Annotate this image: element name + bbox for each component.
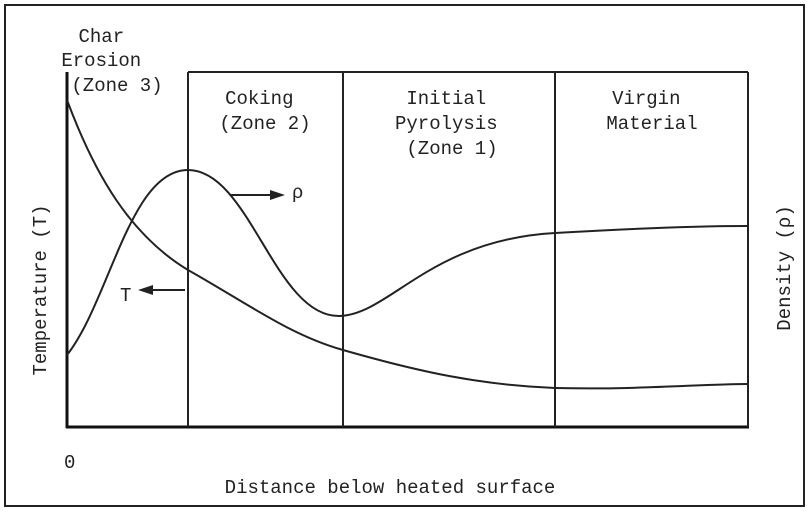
zone-line: Virgin bbox=[612, 88, 680, 110]
plot-box bbox=[65, 71, 749, 429]
zone-line: (Zone 2) bbox=[219, 113, 310, 135]
origin-label: 0 bbox=[64, 452, 75, 474]
temperature-arrow bbox=[138, 285, 185, 295]
zone-line: Char bbox=[78, 26, 124, 48]
zone-label: Char Erosion (Zone 3) bbox=[61, 26, 162, 97]
x-axis-label: Distance below heated surface bbox=[225, 477, 556, 499]
zone-line: Material bbox=[606, 113, 697, 135]
density-curve bbox=[66, 168, 749, 356]
zone-line: Erosion bbox=[61, 50, 141, 72]
zone-line: (Zone 3) bbox=[71, 75, 162, 97]
density-arrow bbox=[230, 190, 285, 200]
left-axis-label: Temperature (T) bbox=[30, 204, 52, 375]
density-label: ρ bbox=[292, 182, 303, 204]
zone-label: Coking (Zone 2) bbox=[219, 88, 310, 135]
zone-label: Virgin Material bbox=[606, 88, 697, 135]
temperature-label: T bbox=[120, 285, 131, 307]
zone-line: Initial bbox=[406, 88, 486, 110]
temperature-curve bbox=[66, 99, 749, 390]
zone-line: Coking bbox=[225, 88, 293, 110]
frame bbox=[4, 4, 805, 507]
zone-line: Pyrolysis bbox=[395, 113, 498, 135]
right-axis-label: Density (ρ) bbox=[774, 205, 796, 330]
zone-line: (Zone 1) bbox=[406, 138, 497, 160]
zone-label: Initial Pyrolysis (Zone 1) bbox=[395, 88, 509, 160]
